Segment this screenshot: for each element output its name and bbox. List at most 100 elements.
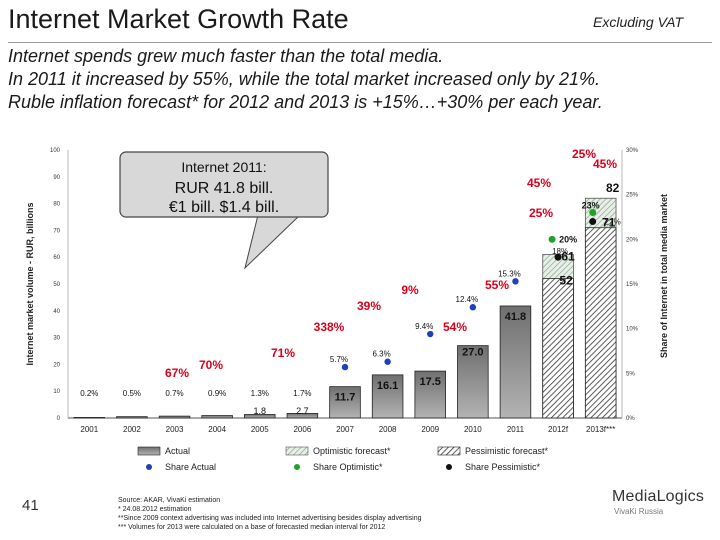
legend-label: Share Actual — [165, 462, 216, 472]
share-actual-point — [341, 363, 349, 371]
x-tick-label: 2004 — [208, 425, 226, 434]
forecast-optimistic-label: 61 — [561, 250, 575, 264]
bar-actual — [457, 345, 489, 419]
x-tick-label: 2010 — [464, 425, 482, 434]
x-tick-label: 2003 — [166, 425, 184, 434]
legend-label: Actual — [165, 446, 190, 456]
share-actual-label: 5.7% — [330, 355, 348, 364]
bar-actual — [73, 417, 106, 419]
share-optimistic-label: 20% — [559, 234, 577, 244]
bar-pessimistic — [542, 278, 574, 419]
legend-swatch-optimistic — [285, 446, 309, 456]
share-pessimistic-point — [589, 217, 597, 225]
x-tick-label: 2012f — [548, 425, 569, 434]
share-actual-label: 9.4% — [415, 322, 433, 331]
x-tick-label: 2011 — [507, 425, 525, 434]
x-tick-label: 2013f*** — [586, 425, 615, 434]
legend-label: Share Pessimistic* — [465, 462, 541, 472]
share-actual-label: 12.4% — [456, 295, 479, 304]
bar-value-label: 1.3% — [251, 389, 269, 398]
bar-value-label: 1.7% — [293, 389, 311, 398]
bar-value-label: 0.2% — [80, 389, 98, 398]
y-tick-label: 90 — [53, 175, 60, 181]
forecast-optimistic-label: 82 — [606, 181, 620, 195]
subtitle-line-1: Internet spends grew much faster than th… — [8, 46, 444, 66]
share-actual-point — [512, 278, 519, 285]
share-actual-point — [469, 304, 477, 311]
y-tick-label: 60 — [53, 255, 60, 261]
bar-value-label: 41.8 — [505, 311, 526, 323]
subtitle-line-3: Ruble inflation forecast* for 2012 and 2… — [8, 92, 603, 112]
y2-tick-label: 15% — [626, 282, 639, 288]
y2-tick-label: 0% — [626, 416, 635, 422]
y2-axis-title: Share of Internet in total media market — [659, 194, 669, 358]
x-tick-label: 2001 — [80, 425, 98, 434]
growth-rate-label: 25% — [529, 206, 553, 220]
bar-value-label: 16.1 — [377, 380, 398, 392]
x-tick-label: 2005 — [251, 425, 269, 434]
share-optimistic-point — [589, 209, 597, 217]
legend-label: Optimistic forecast* — [313, 446, 391, 456]
bar-value-label: 0.5% — [123, 389, 141, 398]
growth-rate-label: 45% — [527, 176, 551, 190]
legend-marker — [446, 464, 452, 470]
growth-rate-label: 45% — [593, 157, 617, 171]
y-tick-label: 80 — [53, 202, 60, 208]
x-tick-label: 2006 — [293, 425, 311, 434]
y2-tick-label: 10% — [626, 327, 639, 333]
legend-marker — [294, 464, 300, 470]
y2-tick-label: 5% — [626, 371, 635, 377]
slide-number: 41 — [22, 497, 39, 514]
footnote-context: **Since 2009 context advertising was inc… — [118, 515, 422, 522]
footnote-estimation: * 24.08.2012 estimation — [118, 506, 192, 513]
growth-rate-label: 70% — [199, 358, 223, 372]
growth-rate-label: 338% — [314, 320, 345, 334]
y2-tick-label: 25% — [626, 193, 639, 199]
growth-rate-label: 9% — [401, 283, 419, 297]
y-tick-label: 10 — [53, 389, 60, 395]
bar-value-label: 11.7 — [335, 392, 356, 404]
y-axis-title: Internet market volume - RUR, billions — [25, 202, 35, 365]
share-actual-point — [384, 358, 391, 365]
share-actual-label: 6.3% — [372, 350, 390, 359]
bar-value-label: 2.7 — [296, 406, 309, 416]
bar-value-label: 0.9% — [208, 389, 226, 398]
share-optimistic-point — [548, 235, 556, 243]
x-tick-label: 2007 — [336, 425, 354, 434]
bar-actual — [414, 370, 446, 419]
y-tick-label: 100 — [50, 148, 61, 154]
share-pessimistic-label: 22% — [605, 217, 621, 226]
share-pessimistic-label: 18% — [552, 247, 568, 256]
y-tick-label: 30 — [53, 336, 60, 342]
x-tick-label: 2002 — [123, 425, 141, 434]
y-tick-label: 40 — [53, 309, 60, 315]
share-optimistic-label: 23% — [582, 201, 600, 211]
share-pessimistic-point — [554, 253, 562, 261]
legend-swatch-pessimistic — [437, 446, 461, 456]
share-actual-point — [427, 330, 434, 338]
forecast-pessimistic-label: 71 — [602, 216, 616, 230]
title-divider — [8, 42, 712, 43]
y-tick-label: 50 — [53, 282, 60, 288]
bar-actual — [244, 414, 276, 419]
y-tick-label: 0 — [57, 416, 61, 422]
callout-amount-rub: RUR 41.8 bill. — [175, 180, 274, 197]
subtitle-line-2: In 2011 it increased by 55%, while the t… — [8, 69, 600, 89]
callout-title: Internet 2011: — [181, 159, 266, 175]
growth-rate-label: 25% — [572, 147, 596, 161]
legend-label: Pessimistic forecast* — [465, 446, 549, 456]
footnote-source: Source: AKAR, VivaKi estimation — [118, 497, 221, 504]
bar-actual — [116, 416, 148, 419]
callout-pointer — [244, 214, 302, 270]
x-tick-label: 2008 — [379, 425, 397, 434]
bar-actual — [286, 413, 319, 419]
legend-swatch-actual — [137, 446, 161, 456]
share-actual-label: 15.3% — [498, 269, 521, 278]
bar-actual — [329, 386, 361, 419]
bar-value-label: 1.8 — [254, 406, 267, 416]
bar-value-label: 0.7% — [165, 389, 183, 398]
medialogics-logo: MediaLogics VivaKi Russia — [612, 488, 712, 528]
footnote-volumes: *** Volumes for 2013 were calculated on … — [118, 524, 386, 531]
vat-badge: Excluding VAT — [593, 14, 684, 30]
y2-tick-label: 30% — [626, 148, 639, 154]
